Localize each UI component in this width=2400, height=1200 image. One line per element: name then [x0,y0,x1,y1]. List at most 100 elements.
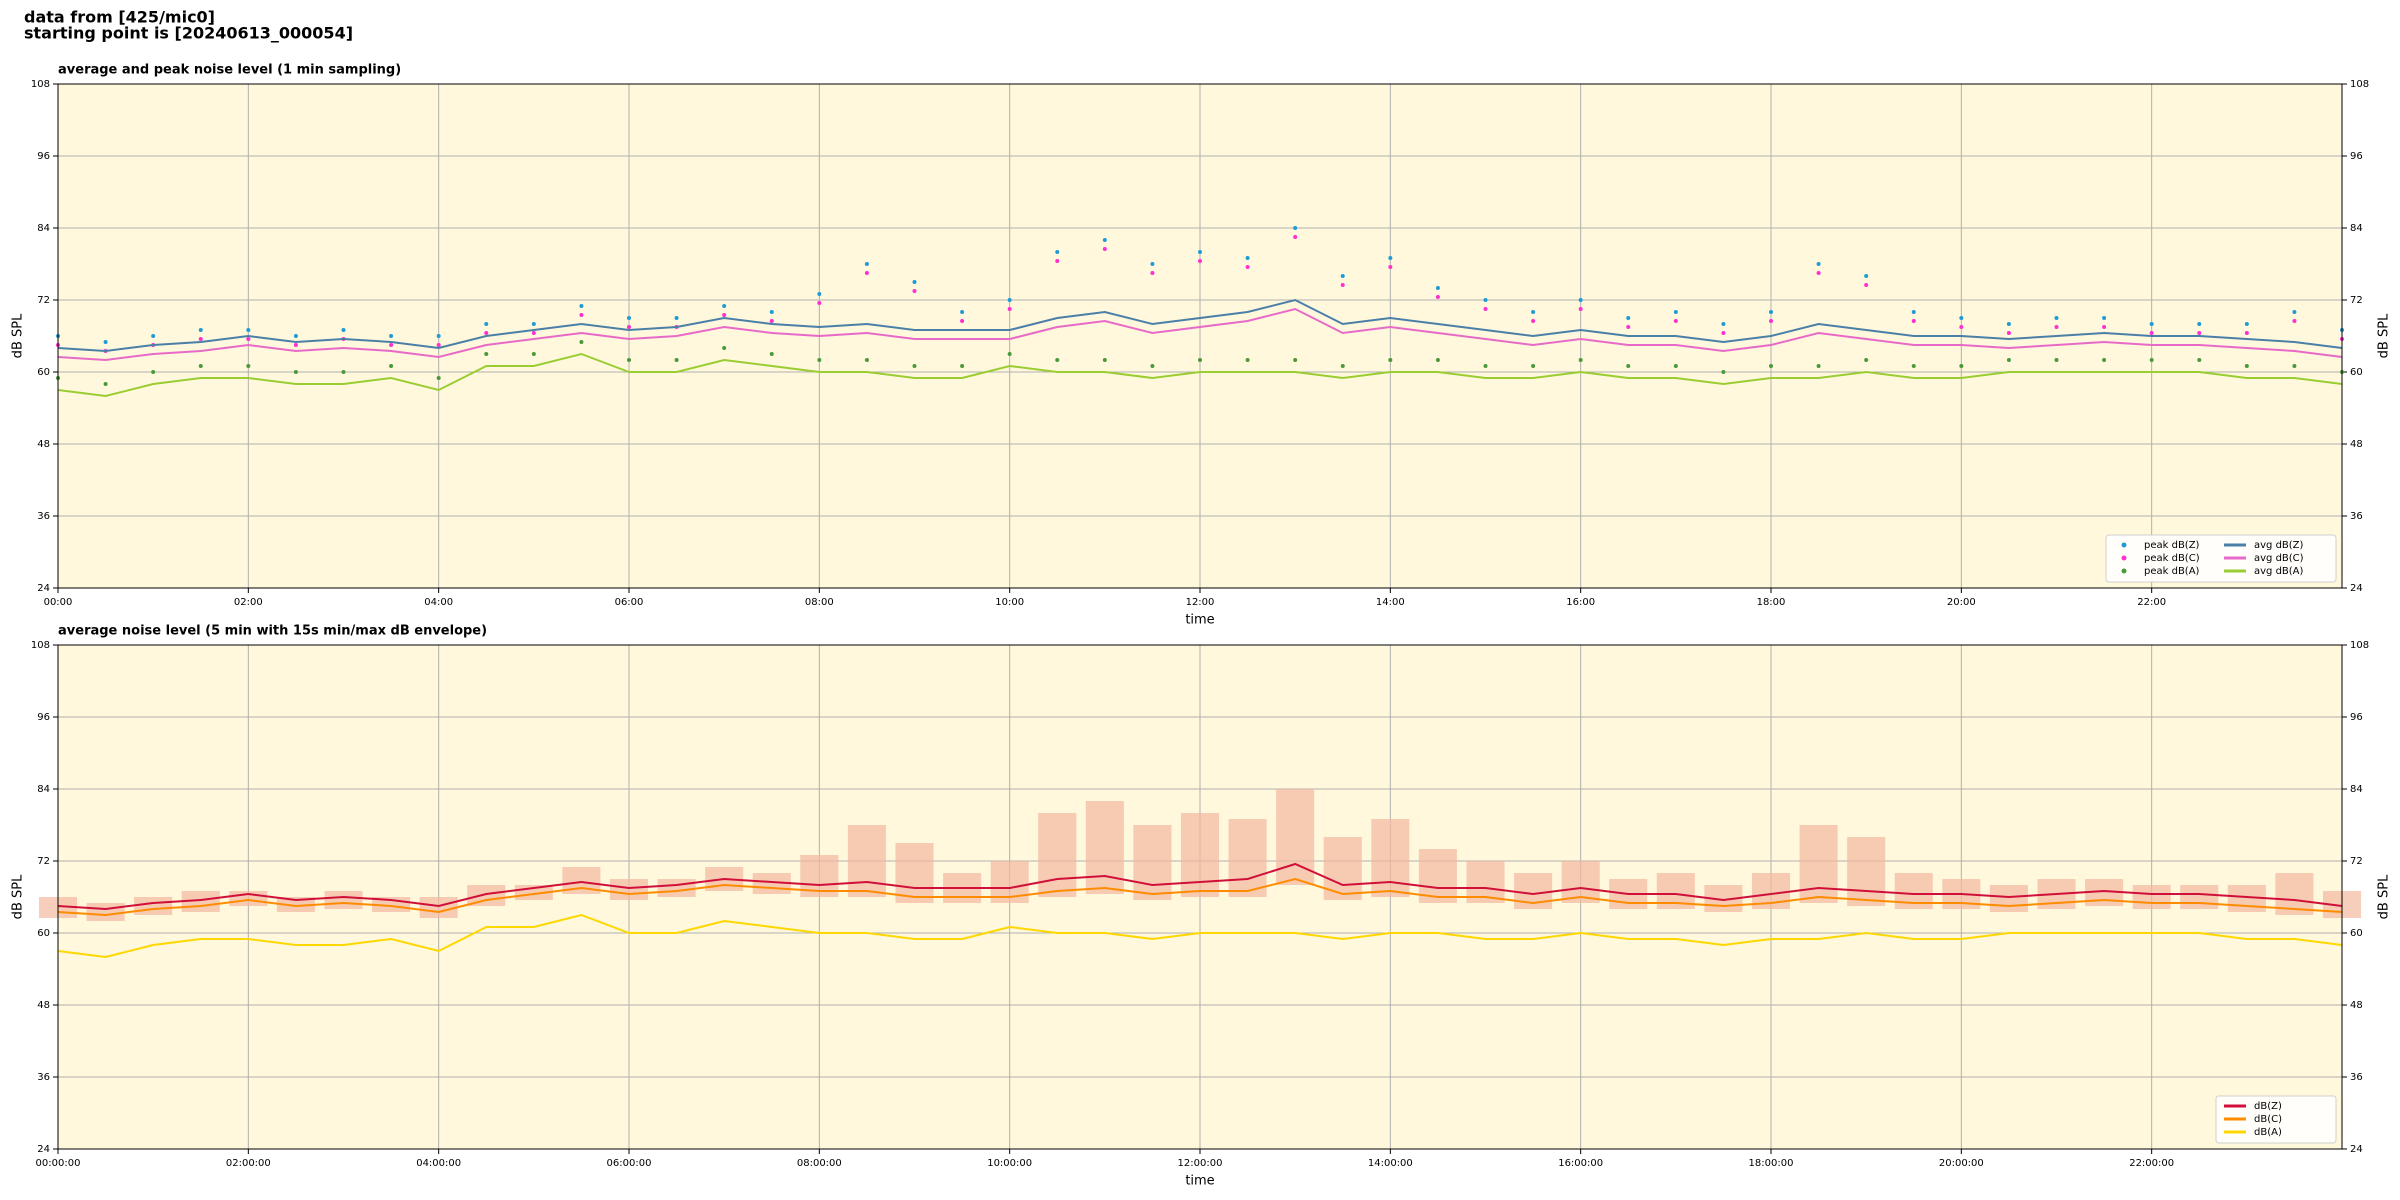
peak-dot [627,316,631,320]
x-tick-label: 18:00 [1757,597,1786,608]
x-tick-label: 20:00:00 [1939,1158,1984,1169]
peak-dot [722,313,727,317]
x-tick-label: 06:00:00 [607,1158,652,1169]
y-tick-label: 60 [2350,367,2363,378]
y-tick-label: 96 [2350,712,2363,723]
peak-dot [722,304,727,308]
envelope-bar [1418,849,1457,903]
peak-dot [769,310,774,314]
envelope-bar [847,825,886,897]
peak-dot [674,316,679,320]
peak-dot [484,331,489,335]
series-line [57,862,2343,911]
peak-dot [2054,325,2059,329]
series-line [57,352,2343,398]
peak-dot [1531,364,1536,368]
y-tick-label: 84 [37,223,50,234]
legend-label: peak dB(Z) [2144,540,2200,551]
peak-dot [1578,298,1583,302]
x-tick-label: 00:00:00 [36,1158,81,1169]
envelope-bar [1180,813,1220,897]
y-tick-label: 96 [2350,151,2363,162]
peak-dot [436,343,441,347]
peak-dot [1816,262,1821,266]
peak-dot [1864,283,1869,287]
peak-dot [1626,364,1631,368]
legend-marker [2121,555,2127,561]
peak-dot [1007,307,1012,311]
peak-dot [1959,364,1964,368]
x-tick-label: 08:00:00 [797,1158,842,1169]
peak-dot [2006,322,2011,326]
peak-dot [2292,364,2297,368]
peak-dot [579,340,584,344]
peak-dot [103,340,108,344]
peak-dot [2197,322,2202,326]
header-line: data from [425/mic0] [24,8,215,27]
peak-dot [2102,325,2107,329]
x-tick-label: 00:00 [44,597,73,608]
peak-dot [1531,310,1536,314]
peak-dot [436,334,441,338]
y-tick-label: 48 [2350,439,2363,450]
peak-dot [1055,259,1060,263]
y-tick-label: 48 [2350,1000,2363,1011]
peak-dot [198,364,203,368]
peak-dot [817,292,822,296]
y-tick-label: 108 [31,79,50,90]
peak-dot [2149,331,2154,335]
y-tick-label: 24 [37,583,50,594]
peak-dot [1055,250,1060,254]
y-tick-label: 60 [37,928,50,939]
y-tick-label: 96 [37,151,50,162]
peak-dot [912,289,917,293]
peak-dot [817,301,822,305]
peak-dot [1769,364,1773,368]
legend-label: dB(C) [2254,1114,2282,1125]
y-tick-label: 96 [37,712,50,723]
peak-dot [2197,358,2202,362]
legend-label: avg dB(Z) [2254,540,2304,551]
peak-dot [246,328,251,332]
series-line [57,913,2343,959]
x-tick-label: 18:00:00 [1749,1158,1794,1169]
peak-dot [1388,256,1393,260]
x-tick-label: 04:00 [424,597,453,608]
peak-dot [531,352,536,356]
peak-dot [2244,331,2249,335]
peak-dot [246,337,251,341]
y-tick-label: 48 [37,439,50,450]
peak-dot [293,343,298,347]
envelope-bar [1989,885,2028,912]
peak-dot [674,358,679,362]
peak-dot [1959,325,1964,329]
y-tick-label: 36 [2350,511,2363,522]
header-line: starting point is [20240613_000054] [24,24,353,43]
y-tick-label: 24 [2350,583,2363,594]
x-tick-label: 02:00 [234,597,263,608]
y-tick-label: 48 [37,1000,50,1011]
peak-dot [2054,358,2059,362]
peak-dot [1150,262,1155,266]
peak-dot [1864,274,1869,278]
envelope-bar [324,891,363,909]
peak-dot [817,358,822,362]
y-tick-label: 72 [2350,856,2363,867]
envelope-bar [134,897,173,915]
peak-dot [531,322,536,326]
peak-dot [1245,265,1250,269]
x-tick-label: 22:00:00 [2129,1158,2174,1169]
peak-dot [864,358,869,362]
envelope-bar [276,897,315,912]
peak-dot [1721,322,1726,326]
peak-dot [960,364,965,368]
peak-dot [1911,364,1916,368]
peak-dot [2149,358,2154,362]
plot-frame [57,83,2343,589]
peak-dot [1816,271,1821,275]
x-axis-label: time [1185,1174,1214,1189]
peak-dot [1531,319,1536,323]
peak-dot [1102,238,1107,242]
peak-dot [1102,358,1107,362]
peak-dot [1150,271,1155,275]
